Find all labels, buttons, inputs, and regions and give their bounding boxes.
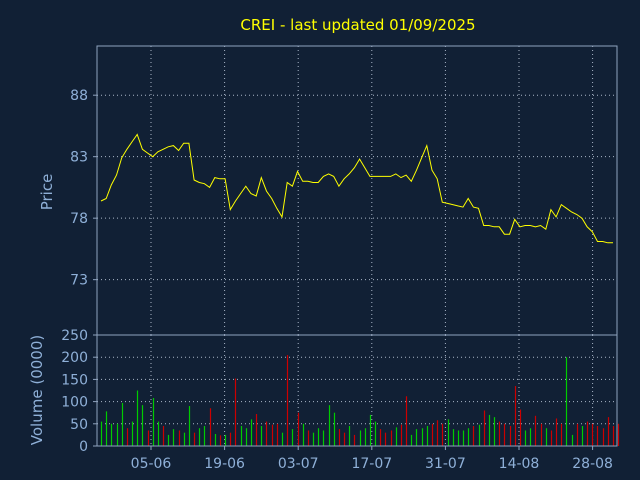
x-tick-label: 17-07 xyxy=(351,456,392,472)
price-tick-label: 88 xyxy=(70,88,88,104)
chart-title: CREI - last updated 01/09/2025 xyxy=(240,16,475,34)
x-tick-label: 14-08 xyxy=(499,456,540,472)
price-line xyxy=(100,133,613,244)
price-axis-label: Price xyxy=(38,174,56,211)
volume-axis-label: Volume (0000) xyxy=(28,335,46,445)
price-panel: 73 78 83 88 Price xyxy=(38,45,618,336)
volume-tick-label: 50 xyxy=(70,417,88,433)
volume-tick-label: 100 xyxy=(61,395,88,411)
volume-panel: 0 50 100 150 200 250 Volume (0000) xyxy=(28,328,620,455)
price-grid xyxy=(97,46,617,335)
x-tick-label: 05-06 xyxy=(131,456,172,472)
x-tick-label: 31-07 xyxy=(425,456,466,472)
x-tick-label: 19-06 xyxy=(204,456,245,472)
volume-y-axis: 0 50 100 150 200 250 xyxy=(61,328,97,455)
volume-panel-frame xyxy=(96,334,618,447)
volume-tick-label: 150 xyxy=(61,372,88,388)
x-tick-label: 28-08 xyxy=(572,456,613,472)
x-tick-label: 03-07 xyxy=(278,456,319,472)
volume-tick-label: 200 xyxy=(61,350,88,366)
volume-tick-label: 250 xyxy=(61,328,88,344)
price-tick-label: 78 xyxy=(70,211,88,227)
price-y-axis: 73 78 83 88 xyxy=(70,88,97,289)
price-tick-label: 83 xyxy=(70,150,88,166)
volume-tick-label: 0 xyxy=(79,439,88,455)
volume-bars xyxy=(100,354,620,446)
price-tick-label: 73 xyxy=(70,273,88,289)
x-axis: 05-06 19-06 03-07 17-07 31-07 14-08 28-08 xyxy=(131,446,613,472)
